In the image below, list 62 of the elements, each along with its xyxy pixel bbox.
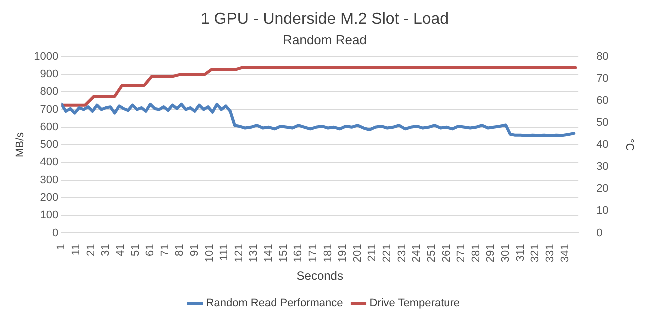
y-tick-label: 600: [40, 121, 59, 134]
legend-label: Drive Temperature: [370, 298, 460, 310]
y-tick-label: 0: [52, 227, 59, 240]
y2-tick-label: 60: [596, 94, 609, 107]
x-tick-label: 331: [544, 244, 556, 263]
y-tick-label: 800: [40, 86, 59, 98]
x-tick-label: 261: [440, 244, 453, 263]
y-tick-label: 100: [40, 210, 59, 222]
x-tick-label: 251: [426, 244, 438, 263]
x-tick-label: 131: [248, 244, 260, 263]
x-tick-label: 81: [174, 244, 186, 256]
y2-tick-label: 0: [596, 227, 603, 240]
y-tick-label: 700: [40, 104, 59, 116]
x-tick-label: 21: [85, 244, 98, 256]
x-tick-label: 161: [292, 244, 305, 263]
y2-tick-label: 50: [596, 117, 609, 129]
y2-tick-label: 70: [596, 72, 609, 85]
x-tick-label: 41: [114, 244, 127, 256]
legend-label: Random Read Performance: [206, 298, 344, 310]
x-tick-label: 171: [307, 244, 320, 263]
x-tick-label: 141: [263, 244, 276, 263]
y-tick-label: 500: [40, 139, 59, 152]
x-tick-label: 91: [189, 244, 201, 256]
x-tick-label: 291: [485, 244, 498, 263]
y2-tick-label: 80: [596, 50, 609, 63]
x-tick-label: 1: [56, 244, 68, 250]
chart-title: 1 GPU - Underside M.2 Slot - Load: [200, 11, 450, 28]
x-tick-label: 301: [500, 244, 512, 263]
x-tick-label: 321: [530, 244, 542, 263]
x-tick-label: 51: [130, 244, 142, 256]
x-tick-label: 111: [218, 244, 231, 261]
x-tick-label: 221: [382, 244, 394, 263]
x-tick-label: 71: [159, 244, 172, 256]
y2-tick-label: 30: [596, 161, 609, 174]
x-tick-label: 31: [100, 244, 112, 256]
x-tick-label: 61: [144, 244, 157, 256]
chart-subtitle: Random Read: [283, 32, 367, 48]
y-tick-label: 200: [40, 192, 59, 204]
x-tick-label: 181: [322, 244, 334, 263]
y2-tick-label: 10: [596, 205, 609, 218]
x-tick-label: 201: [352, 244, 364, 263]
y-axis-title: MB/s: [14, 132, 27, 158]
x-tick-label: 191: [337, 244, 350, 263]
x-tick-label: 341: [559, 244, 572, 263]
x-tick-label: 271: [456, 244, 468, 263]
y2-axis-title: °C: [623, 138, 636, 152]
y-tick-label: 300: [40, 174, 59, 186]
y2-tick-label: 40: [596, 139, 609, 152]
y2-tick-label: 20: [596, 183, 609, 196]
x-tick-label: 311: [514, 244, 527, 262]
x-tick-label: 11: [70, 244, 83, 256]
x-tick-label: 241: [411, 244, 424, 263]
x-tick-label: 101: [204, 244, 216, 263]
y-tick-label: 400: [40, 156, 59, 169]
y-tick-label: 900: [40, 68, 59, 80]
x-tick-label: 231: [396, 244, 408, 263]
y-tick-label: 1000: [34, 50, 59, 63]
x-axis-title: Seconds: [296, 269, 344, 284]
x-tick-label: 211: [366, 244, 379, 262]
x-tick-label: 281: [470, 244, 482, 263]
x-tick-label: 151: [278, 244, 290, 263]
x-tick-label: 121: [233, 244, 246, 263]
